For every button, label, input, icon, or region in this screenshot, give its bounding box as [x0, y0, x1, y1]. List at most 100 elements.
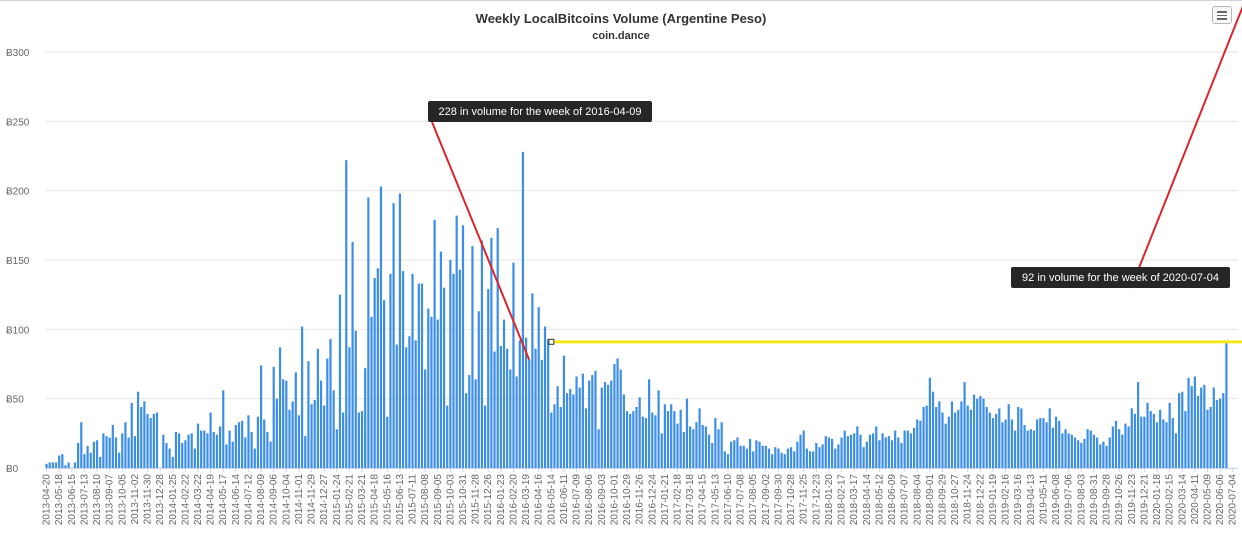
bar [572, 394, 575, 468]
bar [149, 418, 152, 468]
bar [392, 203, 395, 468]
bar [143, 401, 146, 468]
x-tick-label: 2013-06-15 [67, 474, 78, 526]
bar [632, 411, 635, 468]
bar [1155, 422, 1159, 468]
x-tick-label: 2019-03-16 [1013, 474, 1024, 526]
bar [1190, 386, 1193, 468]
bar [502, 319, 506, 468]
bar [1061, 433, 1064, 468]
bar [774, 447, 777, 468]
bar [51, 462, 54, 468]
bar [468, 375, 471, 468]
bar [887, 436, 890, 468]
bar [897, 437, 900, 468]
hamburger-menu-icon[interactable] [1212, 6, 1232, 24]
annotation-connector [431, 121, 531, 361]
bar [805, 448, 808, 468]
bar [424, 369, 427, 468]
x-tick-label: 2018-05-12 [874, 474, 885, 526]
bar [1159, 409, 1162, 468]
bar [376, 268, 379, 468]
bar [972, 394, 976, 468]
bar [370, 316, 373, 468]
bar [742, 445, 745, 468]
x-tick-label: 2014-03-22 [193, 474, 204, 526]
bar [263, 419, 266, 468]
bar [95, 440, 99, 468]
bar [253, 448, 256, 468]
x-tick-label: 2018-02-17 [837, 474, 848, 526]
x-tick-label: 2016-11-26 [635, 474, 646, 525]
bar [215, 434, 219, 468]
bar [389, 273, 392, 468]
bar [250, 431, 253, 468]
bar [1168, 402, 1171, 468]
bar [155, 412, 159, 468]
bar [982, 398, 985, 468]
bar [610, 380, 613, 468]
bar [54, 462, 58, 468]
bar [818, 447, 821, 468]
bar [988, 412, 991, 468]
bar [187, 434, 190, 468]
bar [1133, 413, 1137, 468]
bar [635, 406, 638, 468]
bar [506, 348, 509, 468]
bar [67, 462, 70, 468]
x-tick-label: 2015-01-24 [332, 474, 343, 526]
x-tick-label: 2018-08-04 [912, 474, 923, 526]
bar [1092, 434, 1096, 468]
bar [373, 278, 376, 468]
x-tick-label: 2016-08-06 [584, 474, 595, 526]
bar [196, 423, 200, 468]
bar [386, 416, 389, 468]
bar [446, 405, 449, 468]
bar [723, 451, 726, 468]
x-tick-label: 2016-03-19 [521, 474, 532, 526]
bar [771, 454, 774, 468]
bar [102, 433, 105, 468]
bar [1206, 409, 1209, 468]
bar [140, 406, 143, 468]
bar [449, 260, 452, 468]
bar [310, 404, 313, 468]
x-tick-label: 2017-10-28 [786, 474, 797, 526]
bar [45, 463, 48, 468]
bar [212, 431, 215, 468]
bar [543, 326, 547, 468]
bar [99, 456, 102, 468]
bar [957, 409, 960, 468]
bar [1127, 426, 1130, 468]
bar [752, 451, 755, 468]
bar [730, 441, 733, 468]
x-tick-label: 2013-07-13 [79, 474, 90, 526]
bar [594, 370, 597, 468]
bar [562, 355, 566, 468]
bar [168, 448, 171, 468]
bar [105, 436, 108, 468]
bar [411, 273, 414, 468]
bar [947, 416, 950, 468]
bar [244, 437, 247, 468]
bar [547, 339, 550, 468]
bar [758, 441, 761, 468]
bar [521, 151, 525, 468]
bar [61, 454, 64, 468]
bar [1187, 377, 1190, 468]
bar [1039, 418, 1042, 468]
x-tick-label: 2014-12-27 [319, 474, 330, 526]
x-tick-label: 2016-04-16 [534, 474, 545, 526]
bar [853, 433, 856, 468]
bar [849, 434, 853, 468]
bar [698, 408, 701, 468]
bar [553, 404, 556, 468]
bar [83, 454, 86, 468]
bar [241, 420, 244, 468]
bar [1032, 430, 1036, 468]
x-tick-label: 2014-07-12 [243, 474, 254, 526]
bar [452, 273, 455, 468]
bar [619, 369, 622, 468]
bar [830, 438, 834, 468]
bar [707, 434, 711, 468]
